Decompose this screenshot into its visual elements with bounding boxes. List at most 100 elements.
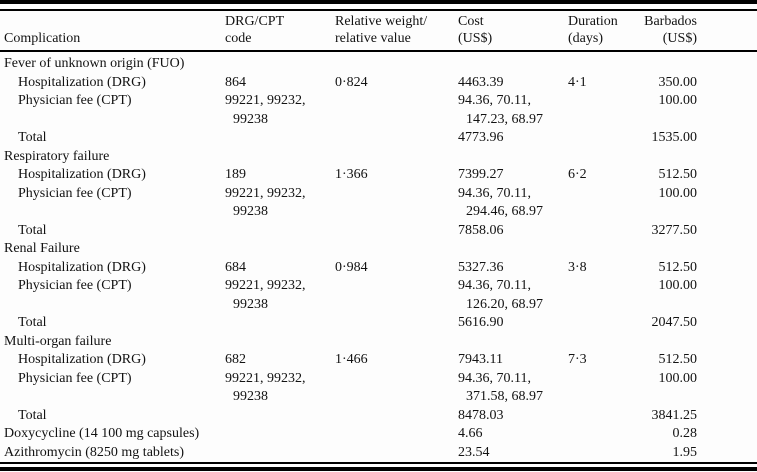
fees-line2: 147.23, 68.97 <box>466 111 543 127</box>
physician-fee-row: Physician fee (CPT) 99221, 99232, 94.36,… <box>0 92 757 111</box>
cpt-codes-line2: 99238 <box>233 111 268 127</box>
row-label: Physician fee (CPT) <box>18 185 132 201</box>
medication-label: Azithromycin (8250 mg tablets) <box>4 444 185 460</box>
physician-fee-row: Physician fee (CPT) 99221, 99232, 94.36,… <box>0 185 757 204</box>
cost-us: 7943.11 <box>458 352 503 367</box>
table-body: Fever of unknown origin (FUO) Hospitaliz… <box>0 52 757 462</box>
header-line1: Cost <box>458 14 484 29</box>
fees-line1: 94.36, 70.11, <box>458 185 531 201</box>
fees-line2: 294.46, 68.97 <box>466 204 543 219</box>
section-title: Respiratory failure <box>4 148 110 164</box>
total-cost-us: 5616.90 <box>458 315 504 330</box>
physician-fee-row: Physician fee (CPT) 99221, 99232, 94.36,… <box>0 370 757 389</box>
section-title-row: Respiratory failure <box>0 148 757 167</box>
drg-code: 684 <box>225 259 246 275</box>
cpt-codes-line1: 99221, 99232, <box>225 278 306 293</box>
total-label: Total <box>18 130 47 145</box>
cpt-codes-line2: 99238 <box>233 296 268 312</box>
header-line2: (days) <box>568 31 603 46</box>
header-line2: code <box>225 31 252 46</box>
row-label: Hospitalization (DRG) <box>18 259 146 275</box>
header-line1: DRG/CPT <box>225 14 285 29</box>
header-cost-us: Cost (US$) <box>458 13 568 47</box>
hospitalization-row: Hospitalization (DRG) 684 0·984 5327.36 … <box>0 259 757 278</box>
duration-days: 4·1 <box>568 74 587 90</box>
hospitalization-row: Hospitalization (DRG) 864 0·824 4463.39 … <box>0 74 757 93</box>
drg-code: 682 <box>225 352 246 367</box>
relative-weight: 1·366 <box>335 167 368 182</box>
total-row: Total 8478.03 3841.25 <box>0 407 757 426</box>
row-label: Physician fee (CPT) <box>18 278 132 293</box>
cost-us: 7399.27 <box>458 167 504 182</box>
total-row: Total 7858.06 3277.50 <box>0 222 757 241</box>
bottom-rule-thin <box>0 462 757 464</box>
header-line1: Duration <box>568 14 618 29</box>
physician-fee-cont-row: 99238 294.46, 68.97 <box>0 203 757 222</box>
medication-row: Azithromycin (8250 mg tablets) 23.54 1.9… <box>0 444 757 463</box>
cost-barbados: 512.50 <box>658 259 698 275</box>
row-label: Hospitalization (DRG) <box>18 352 146 367</box>
header-line1: Relative weight/ <box>335 14 428 29</box>
total-cost-barbados: 3277.50 <box>651 222 698 238</box>
hospitalization-row: Hospitalization (DRG) 682 1·466 7943.11 … <box>0 351 757 370</box>
fees-line1: 94.36, 70.11, <box>458 370 531 386</box>
header-line2: (US$) <box>662 31 697 46</box>
header-complication: Complication <box>4 13 225 47</box>
cost-barbados: 1.95 <box>672 444 698 460</box>
total-label: Total <box>18 407 47 423</box>
row-label: Hospitalization (DRG) <box>18 74 146 90</box>
header-line1: Barbados <box>644 14 697 29</box>
physician-fee-cont-row: 99238 371.58, 68.97 <box>0 388 757 407</box>
section-title: Multi-organ failure <box>4 333 112 349</box>
cost-barbados: 512.50 <box>658 167 698 182</box>
duration-days: 6·2 <box>568 167 587 182</box>
row-label: Hospitalization (DRG) <box>18 167 146 182</box>
header-duration: Duration (days) <box>568 13 630 47</box>
cost-us: 4.66 <box>458 426 483 441</box>
total-cost-barbados: 2047.50 <box>651 315 698 330</box>
cpt-codes-line1: 99221, 99232, <box>225 370 306 386</box>
row-label: Physician fee (CPT) <box>18 93 132 108</box>
table-header-row: Complication DRG/CPT code Relative weigh… <box>0 11 757 50</box>
medication-label: Doxycycline (14 100 mg capsules) <box>4 426 200 441</box>
top-rule-thin <box>0 9 757 11</box>
total-cost-barbados: 1535.00 <box>651 130 698 145</box>
relative-weight: 0·824 <box>335 74 368 90</box>
total-cost-us: 8478.03 <box>458 407 504 423</box>
cost-barbados: 350.00 <box>658 74 698 90</box>
total-cost-us: 4773.96 <box>458 130 504 145</box>
section-title-row: Fever of unknown origin (FUO) <box>0 55 757 74</box>
fees-line2: 371.58, 68.97 <box>466 389 543 404</box>
header-line2: Complication <box>4 31 81 46</box>
top-rule-thick <box>0 0 757 4</box>
section-title: Fever of unknown origin (FUO) <box>4 56 185 71</box>
header-rule <box>0 50 757 52</box>
header-drg-cpt-code: DRG/CPT code <box>225 13 335 47</box>
total-label: Total <box>18 222 47 238</box>
duration-days: 3·8 <box>568 259 587 275</box>
total-cost-us: 7858.06 <box>458 222 504 238</box>
bottom-rule-thick <box>0 467 757 471</box>
cost-barbados: 100.00 <box>658 93 698 108</box>
cost-us: 23.54 <box>458 444 490 460</box>
physician-fee-cont-row: 99238 147.23, 68.97 <box>0 111 757 130</box>
total-cost-barbados: 3841.25 <box>651 407 698 423</box>
header-line2: (US$) <box>458 31 493 46</box>
medication-row: Doxycycline (14 100 mg capsules) 4.66 0.… <box>0 425 757 444</box>
row-label: Physician fee (CPT) <box>18 370 132 386</box>
section-title-row: Multi-organ failure <box>0 333 757 352</box>
cost-barbados: 100.00 <box>658 278 698 293</box>
total-row: Total 4773.96 1535.00 <box>0 129 757 148</box>
cost-barbados: 512.50 <box>658 352 698 367</box>
total-label: Total <box>18 315 47 330</box>
fees-line1: 94.36, 70.11, <box>458 278 531 293</box>
cost-us: 4463.39 <box>458 74 504 90</box>
physician-fee-row: Physician fee (CPT) 99221, 99232, 94.36,… <box>0 277 757 296</box>
physician-fee-cont-row: 99238 126.20, 68.97 <box>0 296 757 315</box>
section-title: Renal Failure <box>4 241 80 256</box>
relative-weight: 1·466 <box>335 352 368 367</box>
header-line2: relative value <box>335 31 411 46</box>
cpt-codes-line2: 99238 <box>233 389 268 404</box>
cost-us: 5327.36 <box>458 259 504 275</box>
